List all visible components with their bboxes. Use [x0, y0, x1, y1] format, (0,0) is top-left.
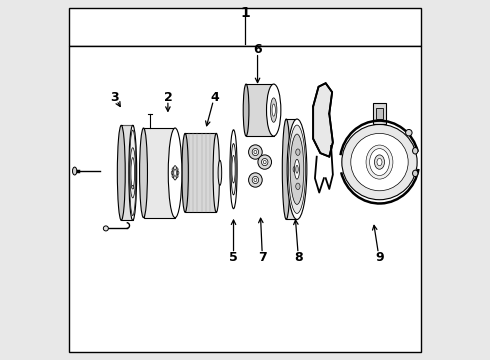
Text: 7: 7 [258, 251, 267, 264]
Ellipse shape [103, 226, 108, 231]
Ellipse shape [271, 107, 273, 110]
Bar [69, 8, 421, 45]
Ellipse shape [274, 107, 276, 110]
Ellipse shape [272, 105, 275, 108]
Bar [144, 128, 175, 218]
Text: 2: 2 [164, 91, 172, 104]
Text: 9: 9 [375, 251, 384, 264]
Ellipse shape [296, 149, 300, 156]
Ellipse shape [131, 158, 135, 188]
Ellipse shape [176, 174, 178, 178]
Ellipse shape [274, 110, 276, 114]
Ellipse shape [296, 183, 300, 190]
Circle shape [342, 125, 417, 200]
Ellipse shape [218, 160, 221, 185]
Bar [286, 119, 297, 220]
Text: 1: 1 [240, 5, 250, 19]
Ellipse shape [263, 161, 266, 164]
Ellipse shape [73, 167, 77, 175]
Bar [69, 45, 421, 352]
Ellipse shape [413, 148, 418, 154]
Ellipse shape [174, 176, 176, 179]
Ellipse shape [129, 130, 136, 216]
Ellipse shape [176, 168, 178, 171]
Ellipse shape [130, 148, 136, 198]
Ellipse shape [174, 166, 176, 170]
Ellipse shape [406, 130, 412, 136]
Text: 5: 5 [229, 251, 238, 264]
Ellipse shape [290, 134, 304, 204]
Ellipse shape [271, 110, 273, 114]
Ellipse shape [171, 171, 173, 175]
Ellipse shape [374, 155, 385, 169]
Bar [185, 134, 216, 212]
Ellipse shape [168, 128, 182, 218]
Ellipse shape [272, 105, 274, 109]
Ellipse shape [254, 179, 257, 181]
Ellipse shape [294, 159, 299, 179]
Ellipse shape [272, 112, 275, 116]
Ellipse shape [232, 156, 235, 183]
Ellipse shape [366, 145, 393, 179]
Ellipse shape [254, 150, 257, 154]
Ellipse shape [296, 165, 298, 173]
Ellipse shape [172, 168, 174, 171]
Bar [376, 108, 383, 119]
Ellipse shape [129, 125, 137, 220]
Circle shape [351, 134, 408, 191]
Ellipse shape [231, 144, 236, 195]
Ellipse shape [132, 185, 134, 189]
Ellipse shape [413, 170, 418, 177]
Text: 4: 4 [210, 91, 219, 104]
Ellipse shape [282, 119, 290, 220]
Ellipse shape [182, 134, 188, 212]
Ellipse shape [270, 98, 277, 122]
Ellipse shape [173, 166, 177, 180]
Bar [246, 84, 274, 136]
Text: 3: 3 [110, 91, 119, 104]
Text: 6: 6 [253, 42, 262, 55]
Ellipse shape [272, 111, 274, 115]
Ellipse shape [252, 148, 259, 156]
Ellipse shape [267, 84, 281, 136]
Ellipse shape [293, 166, 297, 172]
Ellipse shape [230, 130, 237, 209]
Ellipse shape [252, 176, 259, 184]
Text: 8: 8 [294, 251, 302, 264]
Ellipse shape [369, 149, 390, 176]
Ellipse shape [177, 171, 179, 175]
Ellipse shape [248, 145, 262, 159]
Ellipse shape [213, 134, 220, 212]
Ellipse shape [258, 155, 271, 169]
Ellipse shape [272, 104, 275, 116]
Ellipse shape [243, 84, 249, 136]
Ellipse shape [271, 108, 273, 112]
Ellipse shape [289, 125, 306, 213]
Ellipse shape [377, 158, 382, 166]
Ellipse shape [274, 108, 276, 112]
Ellipse shape [273, 105, 275, 109]
Ellipse shape [172, 174, 174, 178]
Ellipse shape [174, 169, 176, 176]
Ellipse shape [248, 173, 262, 187]
Ellipse shape [287, 119, 307, 220]
Bar [122, 125, 133, 220]
Bar [373, 103, 386, 125]
Ellipse shape [262, 158, 268, 166]
Ellipse shape [140, 128, 147, 218]
Polygon shape [313, 83, 333, 157]
Ellipse shape [273, 111, 275, 115]
Ellipse shape [117, 125, 125, 220]
